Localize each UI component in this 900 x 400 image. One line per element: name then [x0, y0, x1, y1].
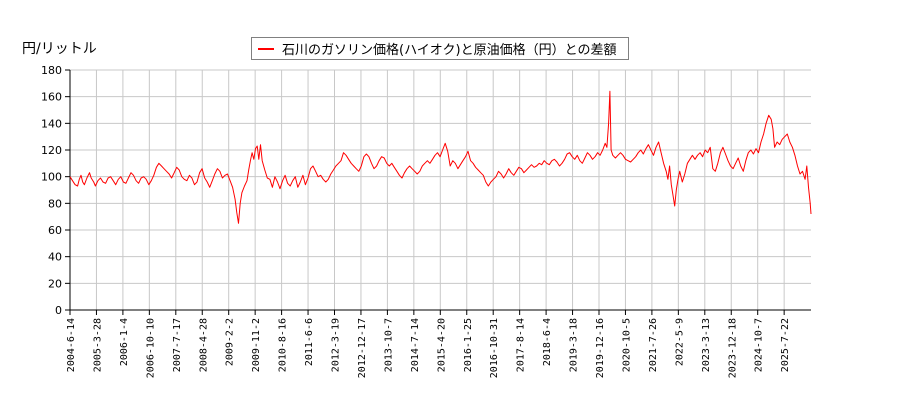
x-tick-label: 2019-3-18: [569, 318, 580, 372]
x-tick-label: 2016-1-25: [463, 318, 474, 372]
x-tick-label: 2020-10-5: [621, 318, 632, 372]
x-tick-label: 2004-6-14: [66, 318, 77, 372]
x-tick-label: 2005-3-28: [92, 318, 103, 372]
x-tick-label: 2011-6-6: [304, 318, 315, 366]
x-tick-label: 2007-7-17: [172, 318, 183, 372]
y-tick-label: 60: [48, 224, 62, 237]
x-tick-label: 2008-4-28: [198, 318, 209, 372]
legend-label: 石川のガソリン価格(ハイオク)と原油価格（円）との差額: [282, 43, 617, 58]
y-axis-label: 円/リットル: [22, 41, 97, 57]
y-tick-label: 40: [48, 251, 62, 264]
x-tick-label: 2009-11-2: [251, 318, 262, 372]
x-tick-label: 2019-12-16: [595, 318, 606, 378]
x-tick-label: 2012-12-17: [357, 318, 368, 378]
gridlines: [70, 69, 811, 310]
y-tick-label: 80: [48, 197, 62, 210]
x-tick-label: 2015-4-20: [436, 318, 447, 372]
x-tick-label: 2025-7-22: [780, 318, 791, 372]
x-tick-label: 2012-3-19: [331, 318, 342, 372]
y-tick-label: 20: [48, 277, 62, 290]
y-axis-ticks: 0 20 40 60 80 100 120 140 160 180: [41, 64, 70, 317]
x-tick-label: 2023-12-18: [727, 318, 738, 378]
x-tick-label: 2022-5-9: [674, 318, 685, 366]
x-axis-ticks: 2004-6-14 2005-3-28 2006-1-4 2006-10-10 2007…: [66, 310, 791, 378]
y-tick-label: 140: [41, 117, 62, 130]
x-tick-label: 2013-10-7: [383, 318, 394, 372]
chart-legend: 石川のガソリン価格(ハイオク)と原油価格（円）との差額: [251, 37, 629, 60]
x-tick-label: 2023-3-13: [701, 318, 712, 372]
x-tick-label: 2010-8-16: [278, 318, 289, 372]
y-tick-label: 100: [41, 171, 62, 184]
x-tick-label: 2014-7-14: [410, 318, 421, 372]
legend-line-swatch-icon: [258, 47, 274, 50]
y-tick-label: 120: [41, 144, 62, 157]
y-tick-label: 160: [41, 91, 62, 104]
x-tick-label: 2017-8-14: [516, 318, 527, 372]
x-tick-label: 2021-7-26: [648, 318, 659, 372]
data-series-line: [69, 90, 812, 224]
x-tick-label: 2024-10-7: [754, 318, 765, 372]
x-tick-label: 2009-2-2: [225, 318, 236, 366]
y-tick-label: 180: [41, 64, 62, 77]
x-tick-label: 2006-1-4: [119, 318, 130, 366]
x-tick-label: 2016-10-31: [489, 318, 500, 378]
y-tick-label: 0: [55, 304, 62, 317]
x-tick-label: 2018-6-4: [542, 318, 553, 366]
x-tick-label: 2006-10-10: [145, 318, 156, 378]
